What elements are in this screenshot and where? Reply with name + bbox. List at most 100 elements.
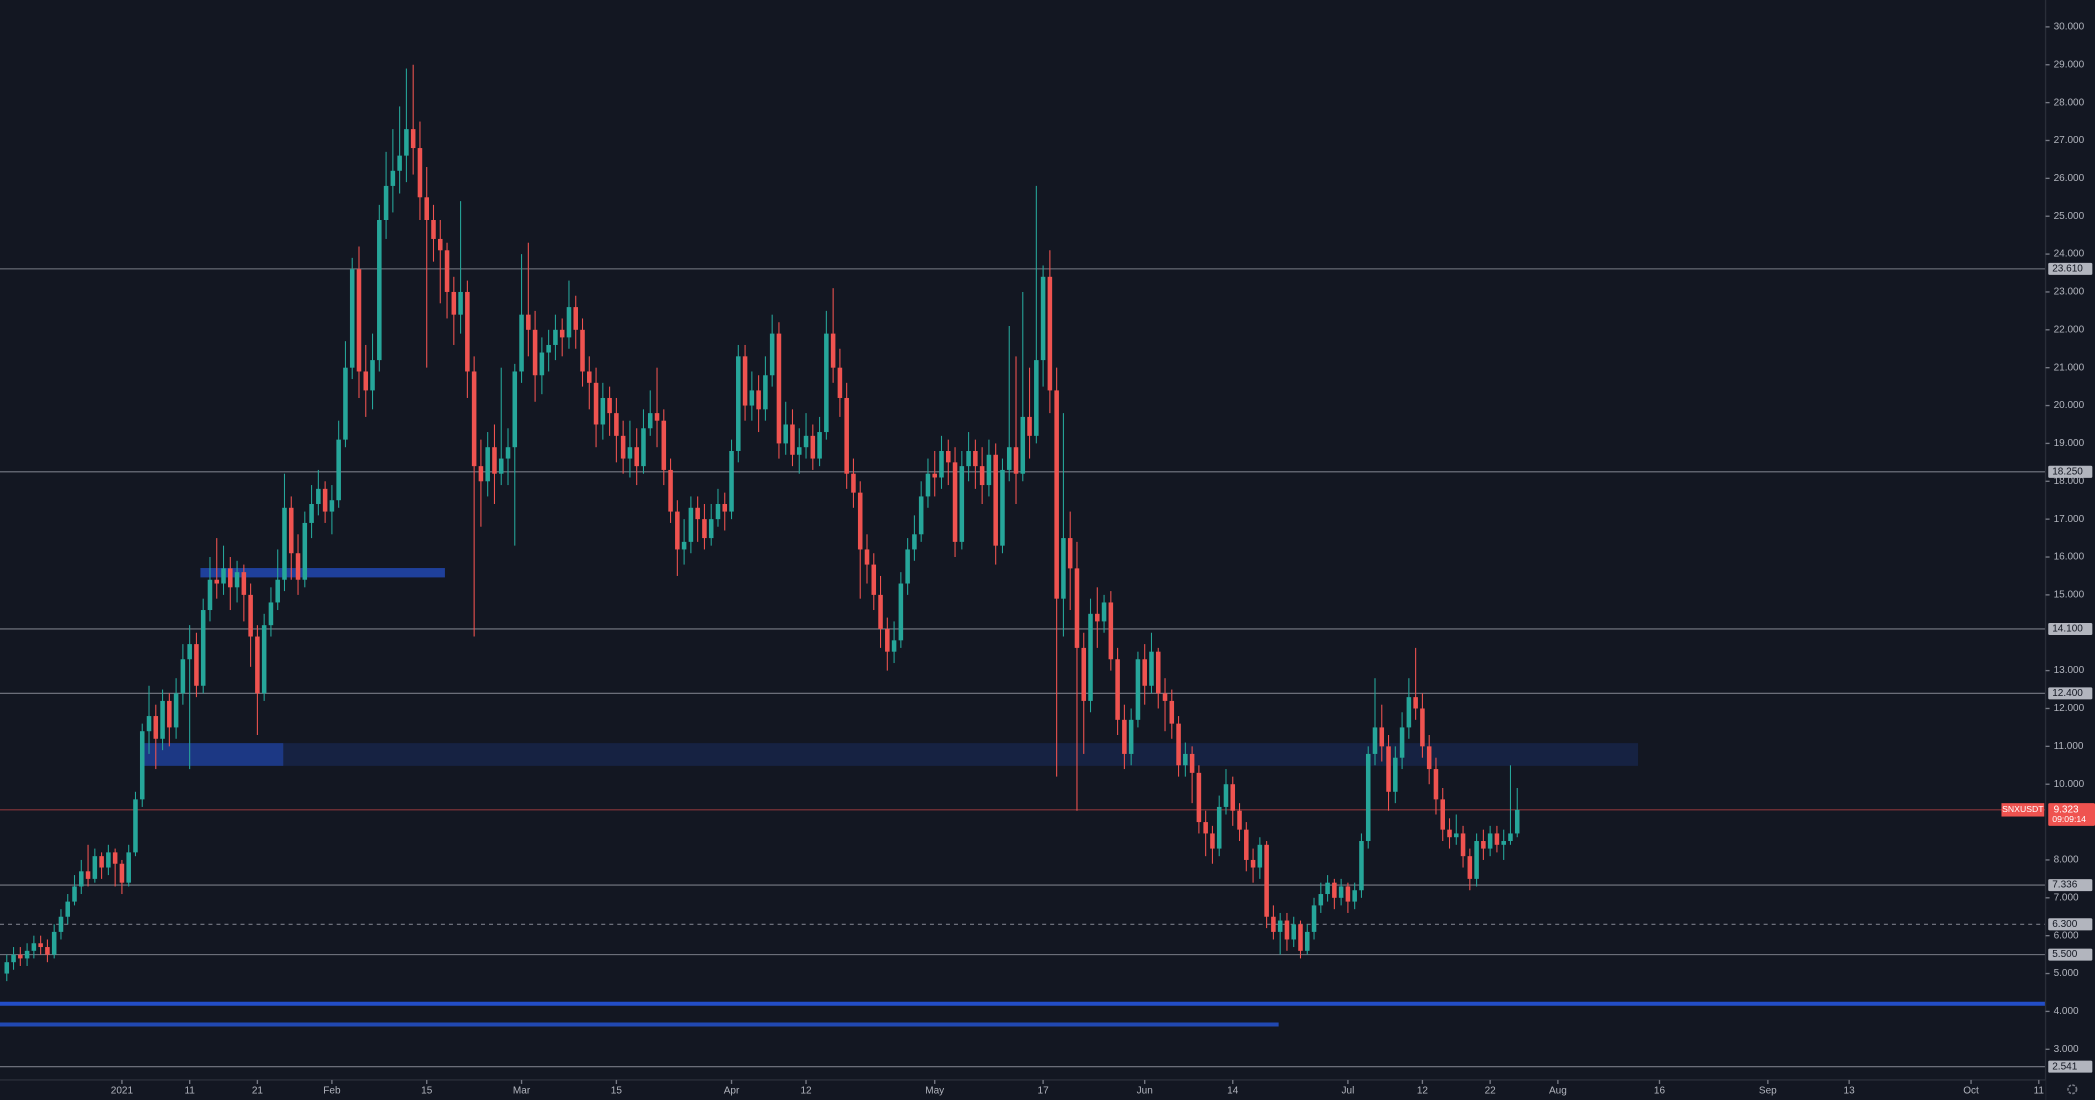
level-tag (2048, 1060, 2093, 1073)
candle-body (167, 700, 172, 728)
y-tick-label: 8.000 (2054, 855, 2079, 866)
candle-body (1460, 833, 1466, 857)
candle-body (627, 447, 633, 459)
candle-body (329, 500, 335, 512)
candle-body (241, 572, 247, 595)
candle-body (668, 469, 673, 512)
candle-body (316, 488, 321, 505)
candle-body (1487, 833, 1493, 849)
candle-body (1514, 809, 1520, 834)
candle-body (417, 148, 423, 198)
candle-body (465, 291, 470, 372)
candle-body (1501, 841, 1506, 845)
candle-body (1095, 613, 1100, 622)
level-tag (2048, 262, 2093, 275)
level-tag (2048, 948, 2093, 961)
candle-body (38, 943, 43, 948)
candle-body (925, 473, 931, 497)
candle-body (1061, 538, 1066, 599)
candle-body (1155, 651, 1161, 694)
y-tick-label: 7.000 (2054, 892, 2079, 903)
candle-body (824, 333, 829, 433)
candle-body (261, 625, 267, 694)
candle-body (1406, 697, 1412, 728)
x-tick-label: Jul (1342, 1085, 1355, 1096)
candle-body (58, 916, 64, 932)
candle-body (390, 170, 396, 186)
candle-body (4, 962, 10, 974)
candle-body (349, 269, 355, 368)
candle-body (92, 856, 98, 879)
y-tick-label: 16.000 (2054, 552, 2085, 563)
candle-body (336, 439, 341, 501)
settings-icon[interactable] (2067, 1084, 2078, 1095)
level-tag (2048, 918, 2093, 931)
candle-body (1440, 799, 1446, 830)
candle-body (681, 541, 687, 550)
level-label: 14.100 (2052, 624, 2083, 635)
candle-body (830, 333, 836, 368)
candle-body (1142, 659, 1147, 686)
candle-body (912, 534, 917, 550)
level-label: 23.610 (2052, 263, 2083, 274)
candle-body (1034, 360, 1039, 436)
candle-body (796, 447, 802, 455)
x-tick-label: Feb (323, 1085, 341, 1096)
candle-body (1122, 719, 1127, 754)
candle-body (1426, 746, 1432, 770)
x-tick-label: 14 (1227, 1085, 1239, 1096)
y-tick-label: 13.000 (2054, 665, 2085, 676)
candle-body (973, 450, 978, 467)
candle-body (959, 466, 965, 542)
last-price-tag (2048, 803, 2095, 826)
candle-body (309, 504, 314, 523)
y-tick-label: 5.000 (2054, 968, 2079, 979)
candle-body (559, 329, 565, 338)
zone-highlight (142, 743, 284, 766)
candle-body (634, 447, 639, 467)
candles (4, 64, 1520, 982)
levels (0, 268, 2046, 1068)
y-tick-label: 12.000 (2054, 703, 2085, 714)
y-tick-label: 26.000 (2054, 173, 2085, 184)
candle-body (1203, 822, 1208, 834)
candle-body (702, 519, 707, 539)
candle-body (1210, 833, 1215, 849)
candle-body (1230, 784, 1236, 811)
candle-body (180, 659, 186, 694)
y-tick-label: 11.000 (2054, 741, 2084, 752)
candle-body (207, 579, 213, 611)
candle-body (1413, 697, 1418, 709)
candle-body (1244, 829, 1249, 860)
candle-body (1250, 859, 1256, 868)
candle-body (715, 504, 721, 520)
candle-body (410, 129, 416, 149)
candle-body (119, 863, 125, 883)
x-tick-label: 22 (1485, 1085, 1497, 1096)
candle-body (1467, 856, 1473, 879)
candle-body (1277, 920, 1283, 932)
candle-body (45, 947, 50, 955)
candle-body (451, 291, 457, 315)
candle-body (1088, 613, 1093, 701)
candle-body (607, 397, 612, 414)
candle-body (85, 871, 91, 879)
time-axis (0, 1079, 2046, 1100)
x-tick-label: Jun (1137, 1085, 1153, 1096)
candle-body (1081, 647, 1087, 701)
candle-body (1040, 276, 1046, 361)
candle-body (864, 549, 870, 565)
price-axis (2045, 0, 2095, 1100)
candle-body (546, 344, 551, 353)
candle-body (485, 447, 490, 482)
candle-body (377, 220, 382, 361)
y-tick-label: 6.000 (2054, 930, 2079, 941)
candle-body (844, 397, 849, 474)
y-tick-label: 24.000 (2054, 249, 2085, 260)
candle-body (1386, 746, 1391, 792)
candle-body (1020, 416, 1026, 474)
candle-body (661, 420, 667, 470)
candle-body (72, 886, 77, 902)
candle-body (1481, 841, 1486, 849)
